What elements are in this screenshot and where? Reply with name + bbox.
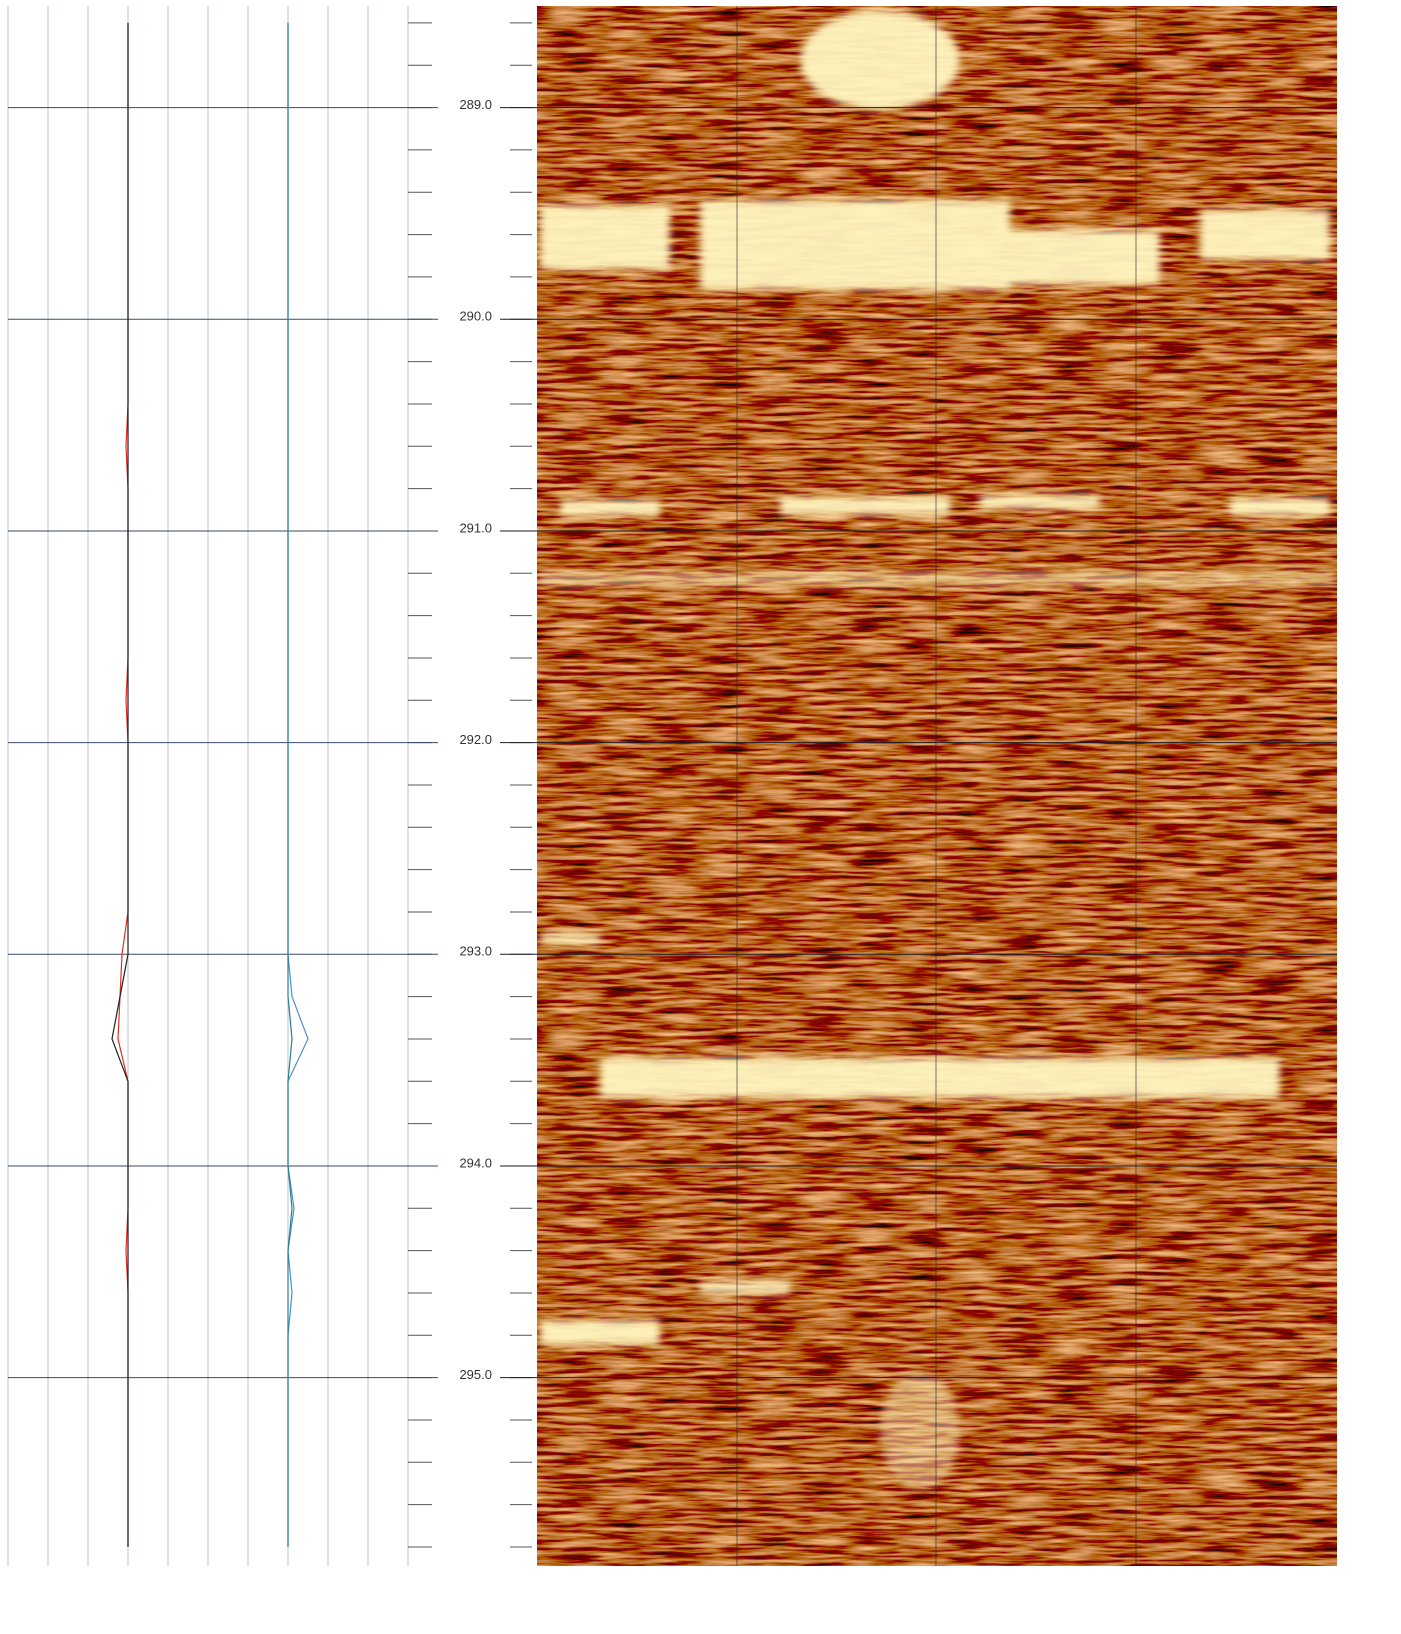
y-tick-label: 292.0	[459, 732, 492, 747]
log-curve	[117, 22, 129, 1547]
y-tick-label: 294.0	[459, 1155, 492, 1170]
y-tick-label: 295.0	[459, 1367, 492, 1382]
log-curve	[287, 22, 309, 1547]
y-tick-label: 290.0	[459, 309, 492, 324]
y-tick-label: 291.0	[459, 520, 492, 535]
y-tick-label: 289.0	[459, 97, 492, 112]
log-curve	[287, 22, 293, 1547]
y-tick-label: 293.0	[459, 944, 492, 959]
image-track	[537, 6, 1337, 1566]
log-curve	[111, 22, 129, 1547]
